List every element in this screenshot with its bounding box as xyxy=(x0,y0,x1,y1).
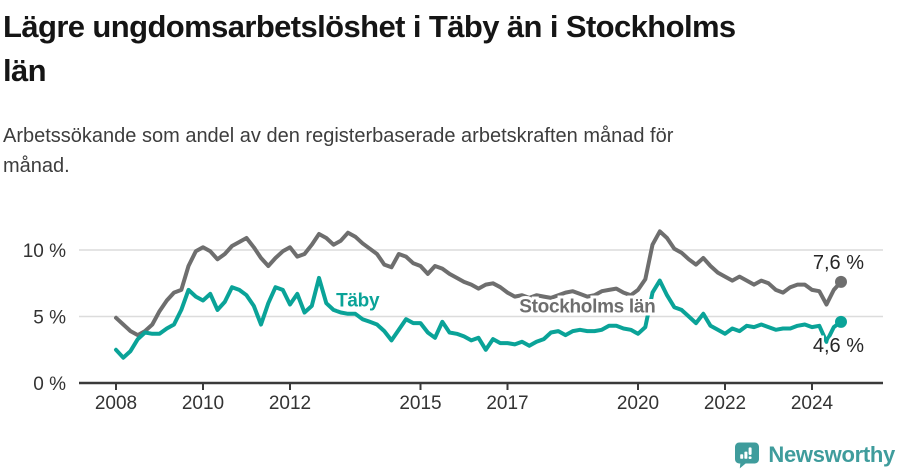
y-axis-label-10: 10 % xyxy=(23,241,66,262)
y-axis-label-0: 0 % xyxy=(33,374,66,395)
x-axis-label-2024: 2024 xyxy=(791,393,834,414)
series-end-dot-t-by xyxy=(835,315,848,328)
series-label-t-by: Täby xyxy=(336,291,380,312)
series-line-stockholms-l-n xyxy=(114,229,843,338)
exclamation-dot xyxy=(749,456,753,459)
x-axis-label-2017: 2017 xyxy=(486,393,528,414)
x-axis-label-2015: 2015 xyxy=(399,393,441,414)
x-axis-label-2020: 2020 xyxy=(617,393,659,414)
x-axis-label-2022: 2022 xyxy=(704,393,746,414)
end-value-label-stockholms-l-n: 7,6 % xyxy=(813,252,864,274)
x-axis-label-2010: 2010 xyxy=(182,393,224,414)
newsworthy-speech-bubble-chart-icon xyxy=(735,442,760,469)
series-line-t-by xyxy=(114,275,843,360)
y-axis-label-5: 5 % xyxy=(33,308,66,329)
x-axis-label-2012: 2012 xyxy=(269,393,311,414)
bar-small xyxy=(740,454,744,459)
page-title: Lägre ungdomsarbetslöshet i Täby än i St… xyxy=(3,5,736,93)
series-label-stockholms-l-n: Stockholms län xyxy=(519,297,655,318)
series-end-dot-stockholms-l-n xyxy=(835,275,848,288)
brand-name: Newsworthy xyxy=(768,442,895,467)
chart-subtitle-line1: Arbetssökande som andel av den registerb… xyxy=(3,125,674,147)
exclamation-bar xyxy=(749,447,753,455)
page-title-line2: län xyxy=(3,53,47,88)
page-title-line1: Lägre ungdomsarbetslöshet i Täby än i St… xyxy=(3,9,736,44)
end-value-label-t-by: 4,6 % xyxy=(813,335,864,357)
x-axis-label-2008: 2008 xyxy=(95,393,137,414)
bar-tall xyxy=(744,451,748,459)
chart-subtitle-line2: månad. xyxy=(3,155,70,177)
newsworthy-brand-link[interactable]: Newsworthy xyxy=(733,441,895,469)
chart-subtitle: Arbetssökande som andel av den registerb… xyxy=(3,121,673,181)
